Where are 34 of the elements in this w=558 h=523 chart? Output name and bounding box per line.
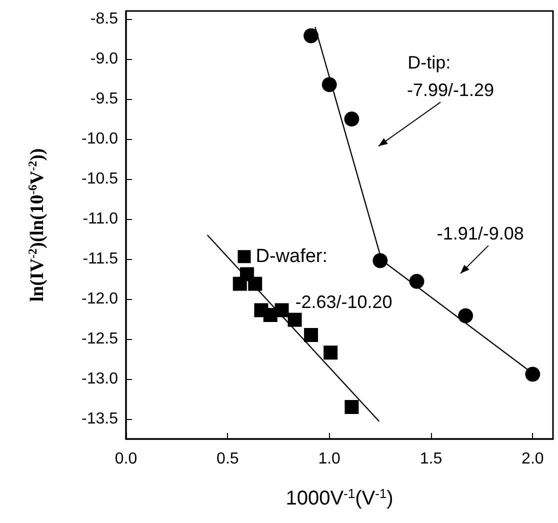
point	[344, 400, 359, 414]
point	[324, 346, 338, 360]
point	[274, 303, 289, 318]
annotation: -2.63/-10.20	[295, 292, 392, 312]
y-tick-label: -13.0	[82, 370, 118, 388]
x-tick-label: 2.0	[522, 450, 544, 468]
point	[409, 274, 424, 289]
y-tick-label: -10.0	[82, 130, 118, 148]
y-tick-label: -11.5	[82, 250, 118, 268]
annotation: D-tip:	[408, 52, 451, 72]
point	[288, 312, 302, 327]
y-axis-title: ln(IV-2)(ln(10-6V-2))	[26, 148, 48, 302]
x-tick-label: 0.5	[216, 450, 239, 468]
point	[525, 366, 540, 382]
y-tick-label: -13.5	[82, 410, 118, 428]
y-tick-label: -12.5	[82, 330, 118, 348]
annotation: -1.91/-9.08	[436, 224, 524, 244]
y-tick-label: -11.0	[82, 210, 118, 228]
point	[304, 328, 318, 342]
y-tick-label: -10.5	[82, 170, 118, 188]
y-tick-label: -12.0	[82, 290, 118, 308]
point	[248, 276, 262, 291]
point	[344, 112, 360, 126]
y-tick-label: -9.5	[90, 90, 118, 108]
point	[458, 308, 474, 324]
legend-label: D-wafer:	[256, 246, 328, 268]
point	[372, 253, 388, 268]
point	[304, 28, 319, 44]
annotation: -7.99/-1.29	[406, 80, 494, 100]
x-tick-label: 1.5	[420, 450, 442, 468]
x-tick-label: 0.0	[114, 450, 138, 468]
y-tick-label: -9.0	[90, 50, 118, 68]
x-tick-label: 1.0	[318, 450, 341, 468]
y-tick-label: -8.5	[90, 10, 118, 28]
